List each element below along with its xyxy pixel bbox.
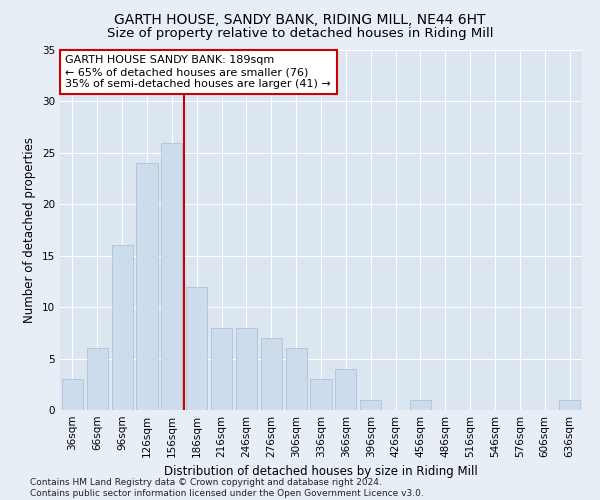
Text: Size of property relative to detached houses in Riding Mill: Size of property relative to detached ho… [107, 28, 493, 40]
X-axis label: Distribution of detached houses by size in Riding Mill: Distribution of detached houses by size … [164, 466, 478, 478]
Bar [261, 338, 282, 410]
Bar [186, 286, 207, 410]
Bar [136, 163, 158, 410]
Text: GARTH HOUSE, SANDY BANK, RIDING MILL, NE44 6HT: GARTH HOUSE, SANDY BANK, RIDING MILL, NE… [114, 12, 486, 26]
Bar [410, 400, 431, 410]
Y-axis label: Number of detached properties: Number of detached properties [23, 137, 37, 323]
Bar [310, 379, 332, 410]
Bar [112, 246, 133, 410]
Text: Contains HM Land Registry data © Crown copyright and database right 2024.
Contai: Contains HM Land Registry data © Crown c… [30, 478, 424, 498]
Bar [211, 328, 232, 410]
Bar [87, 348, 108, 410]
Bar [360, 400, 381, 410]
Text: GARTH HOUSE SANDY BANK: 189sqm
← 65% of detached houses are smaller (76)
35% of : GARTH HOUSE SANDY BANK: 189sqm ← 65% of … [65, 56, 331, 88]
Bar [559, 400, 580, 410]
Bar [161, 142, 182, 410]
Bar [236, 328, 257, 410]
Bar [286, 348, 307, 410]
Bar [62, 379, 83, 410]
Bar [335, 369, 356, 410]
